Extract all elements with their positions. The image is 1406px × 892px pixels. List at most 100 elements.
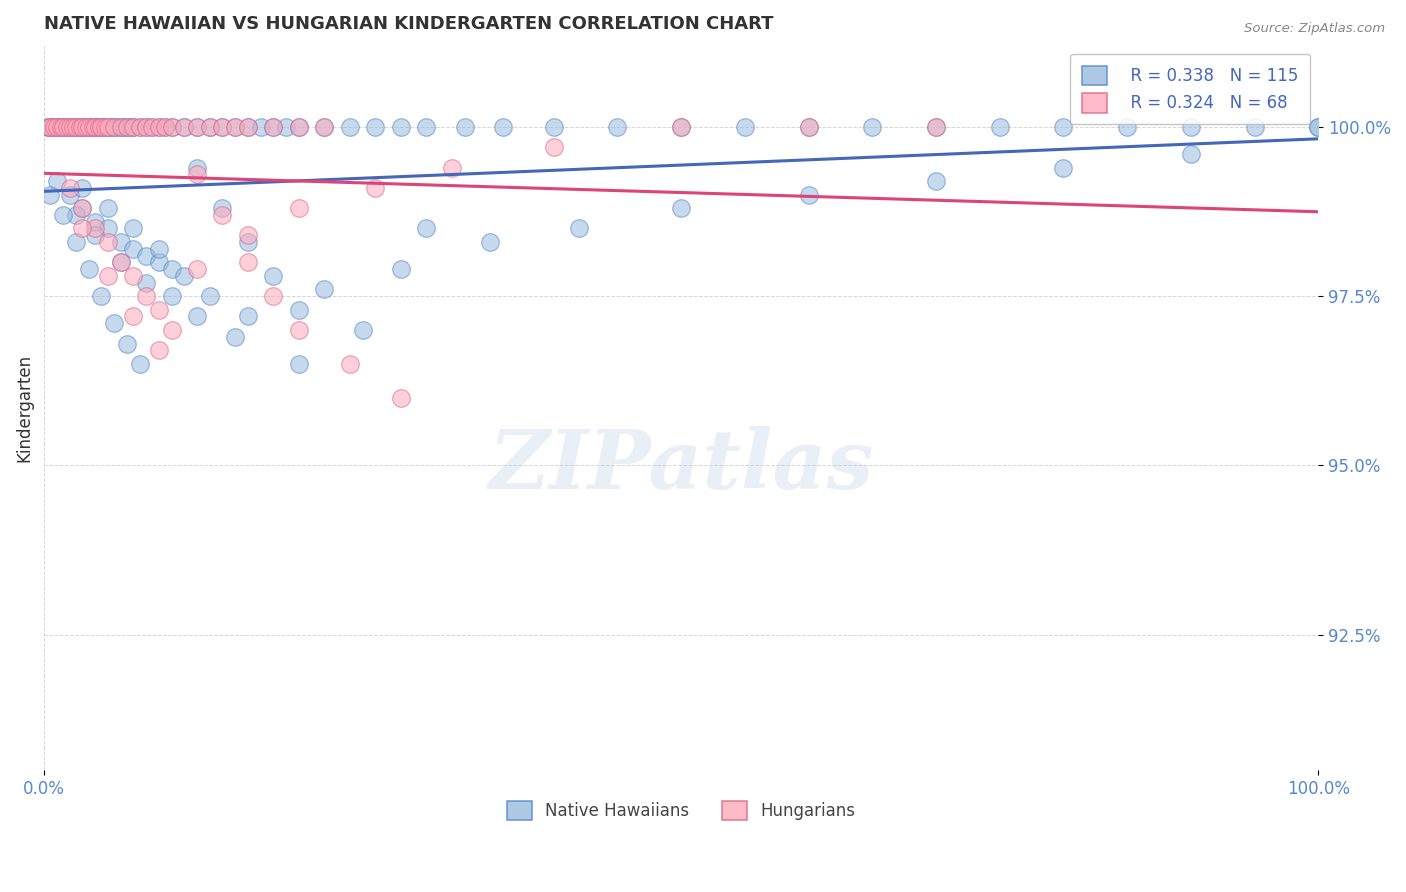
Point: [84, 120, 107, 134]
Point: [77, 120, 100, 134]
Point: [56, 120, 79, 134]
Point: [198, 289, 221, 303]
Point: [669, 201, 692, 215]
Point: [62, 120, 84, 134]
Point: [797, 120, 820, 134]
Point: [115, 336, 138, 351]
Point: [58, 181, 80, 195]
Point: [107, 120, 129, 134]
Point: [186, 167, 208, 181]
Point: [115, 120, 138, 134]
Point: [249, 120, 271, 134]
Point: [925, 120, 948, 134]
Point: [37, 120, 59, 134]
Point: [62, 120, 84, 134]
Point: [352, 323, 374, 337]
Point: [288, 302, 311, 317]
Point: [97, 120, 120, 134]
Point: [84, 228, 107, 243]
Point: [56, 120, 79, 134]
Point: [211, 120, 233, 134]
Point: [122, 120, 145, 134]
Point: [288, 201, 311, 215]
Point: [186, 120, 208, 134]
Point: [82, 120, 104, 134]
Point: [39, 120, 62, 134]
Point: [1243, 120, 1265, 134]
Point: [97, 120, 120, 134]
Point: [65, 235, 87, 249]
Point: [135, 289, 157, 303]
Point: [198, 120, 221, 134]
Point: [173, 120, 195, 134]
Point: [77, 262, 100, 277]
Point: [128, 120, 150, 134]
Point: [72, 201, 94, 215]
Point: [543, 120, 565, 134]
Point: [110, 255, 132, 269]
Point: [69, 120, 91, 134]
Point: [90, 120, 112, 134]
Point: [48, 120, 70, 134]
Point: [479, 235, 502, 249]
Point: [160, 323, 183, 337]
Point: [224, 330, 246, 344]
Point: [543, 140, 565, 154]
Point: [148, 120, 170, 134]
Point: [112, 120, 135, 134]
Point: [415, 221, 437, 235]
Point: [1180, 147, 1202, 161]
Point: [925, 120, 948, 134]
Point: [90, 120, 112, 134]
Point: [236, 120, 259, 134]
Point: [389, 391, 412, 405]
Point: [122, 221, 145, 235]
Point: [39, 187, 62, 202]
Point: [339, 120, 361, 134]
Point: [288, 120, 311, 134]
Point: [122, 242, 145, 256]
Point: [141, 120, 163, 134]
Point: [128, 357, 150, 371]
Point: [236, 228, 259, 243]
Point: [160, 262, 183, 277]
Point: [606, 120, 628, 134]
Point: [236, 120, 259, 134]
Point: [135, 276, 157, 290]
Point: [84, 221, 107, 235]
Point: [103, 120, 125, 134]
Point: [211, 201, 233, 215]
Point: [58, 120, 80, 134]
Point: [364, 181, 387, 195]
Point: [135, 120, 157, 134]
Point: [262, 120, 284, 134]
Point: [148, 120, 170, 134]
Point: [1052, 161, 1074, 175]
Point: [39, 120, 62, 134]
Point: [173, 120, 195, 134]
Point: [58, 187, 80, 202]
Point: [45, 120, 67, 134]
Point: [72, 120, 94, 134]
Point: [153, 120, 176, 134]
Point: [453, 120, 475, 134]
Text: NATIVE HAWAIIAN VS HUNGARIAN KINDERGARTEN CORRELATION CHART: NATIVE HAWAIIAN VS HUNGARIAN KINDERGARTE…: [44, 15, 773, 33]
Point: [173, 268, 195, 283]
Point: [364, 120, 387, 134]
Point: [84, 120, 107, 134]
Point: [1116, 120, 1139, 134]
Point: [314, 120, 336, 134]
Point: [148, 302, 170, 317]
Point: [797, 187, 820, 202]
Text: ZIPatlas: ZIPatlas: [488, 425, 875, 506]
Point: [52, 120, 75, 134]
Point: [186, 262, 208, 277]
Point: [1308, 120, 1330, 134]
Point: [288, 323, 311, 337]
Point: [94, 120, 117, 134]
Point: [262, 268, 284, 283]
Point: [141, 120, 163, 134]
Point: [988, 120, 1011, 134]
Point: [148, 242, 170, 256]
Point: [440, 161, 463, 175]
